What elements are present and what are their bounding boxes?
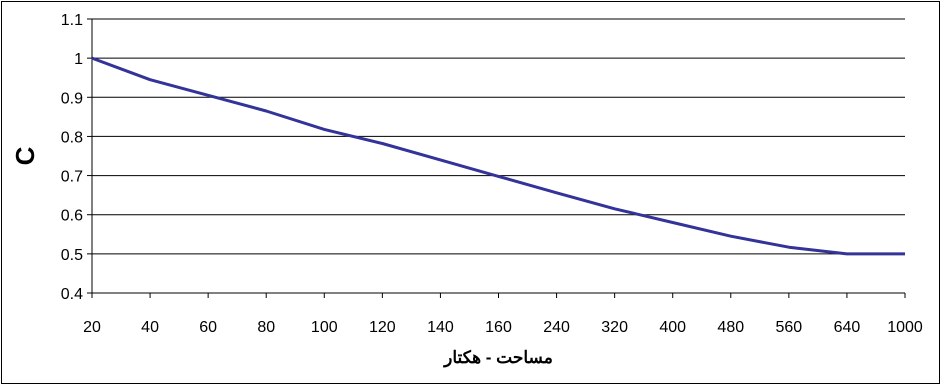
x-tick-label: 60 xyxy=(199,319,217,336)
y-tick-label: 0.7 xyxy=(61,169,83,186)
x-tick-label: 400 xyxy=(659,319,686,336)
y-tick-labels: 0.4 0.5 0.6 0.7 0.8 0.9 1 1.1 xyxy=(61,12,83,303)
series-line xyxy=(91,56,905,256)
x-tick-label: 80 xyxy=(257,319,275,336)
x-tick-label: 320 xyxy=(601,319,628,336)
x-tick-label: 40 xyxy=(141,319,159,336)
y-tick-label: 1.1 xyxy=(61,12,83,29)
y-tick-label: 0.5 xyxy=(61,247,83,264)
y-tick-label: 1 xyxy=(74,51,83,68)
y-tick-label: 0.6 xyxy=(61,208,83,225)
x-tick-label: 640 xyxy=(834,319,861,336)
x-tick-label: 100 xyxy=(311,319,338,336)
x-tick-labels: 20 40 60 80 100 120 140 160 240 320 400 480 560 640 10… xyxy=(83,293,923,336)
y-tick-label: 0.4 xyxy=(61,286,83,303)
y-tick-label: 0.9 xyxy=(61,90,83,107)
x-tick-label: 160 xyxy=(485,319,512,336)
x-tick-label: 140 xyxy=(427,319,454,336)
x-tick-label: 20 xyxy=(83,319,101,336)
x-tick-label: 240 xyxy=(543,319,570,336)
y-tick-label: 0.8 xyxy=(61,129,83,146)
x-tick-label: 1000 xyxy=(887,319,923,336)
x-axis-title: مساحت - هکتار xyxy=(442,348,553,368)
x-tick-label: 560 xyxy=(776,319,803,336)
x-tick-label: 120 xyxy=(369,319,396,336)
x-tick-label: 480 xyxy=(717,319,744,336)
plot-area xyxy=(92,19,905,293)
y-axis-title: C xyxy=(10,146,40,165)
